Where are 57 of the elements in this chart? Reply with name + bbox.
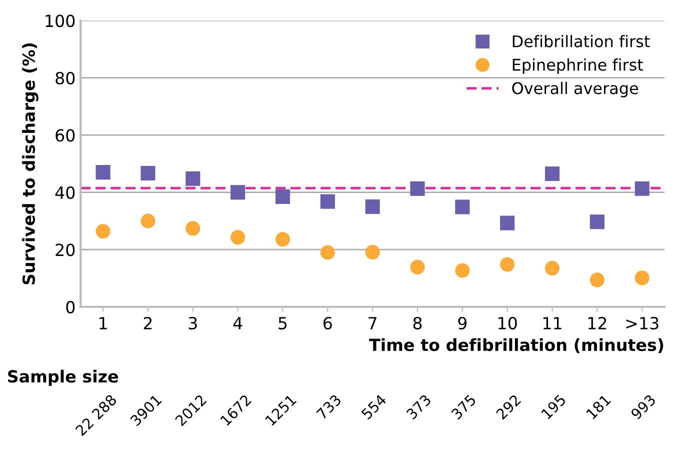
point bbox=[455, 263, 470, 278]
y-tick-label: 20 bbox=[56, 244, 75, 256]
text: 181 bbox=[586, 394, 612, 420]
y-tick-label: 100 bbox=[46, 14, 75, 28]
point bbox=[275, 189, 290, 204]
x-tick-label: 3 bbox=[188, 316, 197, 330]
text: 292 bbox=[496, 394, 522, 420]
point bbox=[500, 216, 515, 230]
x-tick-label: 6 bbox=[324, 316, 332, 330]
y-axis-title: Survived to discharge (%) bbox=[22, 43, 38, 284]
y-tick-label: 80 bbox=[56, 72, 75, 84]
x-tick-label: 9 bbox=[458, 316, 467, 330]
x-axis-title: Time to defibrillation (minutes) bbox=[369, 338, 664, 354]
point bbox=[230, 230, 246, 245]
point bbox=[275, 232, 290, 247]
x-tick-label: 7 bbox=[368, 317, 376, 330]
point bbox=[634, 181, 650, 196]
point bbox=[140, 166, 156, 180]
point bbox=[455, 200, 470, 214]
x-tick-label: 12 bbox=[588, 316, 606, 330]
point bbox=[96, 224, 110, 239]
x-tick-label: 10 bbox=[498, 316, 517, 330]
point bbox=[320, 194, 335, 209]
y-tick-label: 60 bbox=[56, 129, 75, 142]
point bbox=[186, 171, 200, 186]
point bbox=[634, 270, 650, 286]
x-tick-label: 11 bbox=[543, 317, 562, 330]
x-tick-label: 4 bbox=[233, 317, 242, 330]
point bbox=[590, 272, 604, 288]
point bbox=[140, 214, 156, 228]
text: 373 bbox=[406, 394, 432, 420]
point bbox=[96, 165, 110, 180]
point bbox=[230, 185, 246, 200]
x-tick-label: 1 bbox=[100, 317, 107, 330]
point bbox=[365, 199, 380, 214]
point bbox=[544, 260, 560, 276]
legend-label: Defibrillation first bbox=[512, 34, 650, 48]
x-tick-label: >13 bbox=[626, 316, 658, 330]
legend-label: Overall average bbox=[512, 82, 638, 98]
text: Sample size bbox=[8, 370, 118, 386]
point bbox=[500, 257, 515, 272]
x-tick-label: 8 bbox=[413, 316, 422, 330]
text: 733 bbox=[316, 394, 342, 420]
point bbox=[365, 244, 380, 260]
x-tick-label: 5 bbox=[278, 317, 287, 330]
point bbox=[590, 214, 604, 230]
y-tick-label: 40 bbox=[55, 186, 75, 199]
point bbox=[410, 181, 425, 196]
text: 554 bbox=[360, 394, 387, 420]
text: 993 bbox=[630, 394, 656, 420]
point bbox=[320, 245, 335, 260]
y-tick-label: 0 bbox=[66, 300, 75, 314]
point bbox=[410, 260, 425, 274]
point bbox=[544, 166, 560, 182]
point bbox=[186, 221, 200, 236]
x-tick-label: 2 bbox=[144, 316, 152, 330]
legend-label: Epinephrine first bbox=[512, 58, 644, 74]
